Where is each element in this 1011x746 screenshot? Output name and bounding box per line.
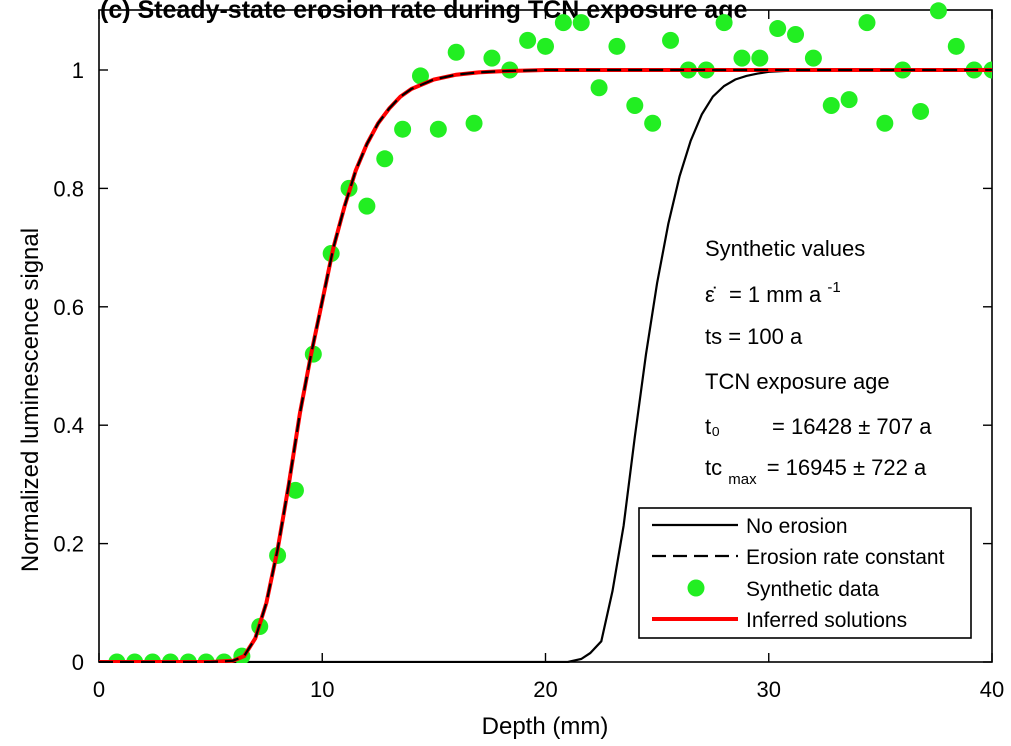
- synthetic-data-point: [286, 481, 304, 499]
- legend-box: [638, 507, 972, 639]
- x-tick-label: 30: [757, 677, 781, 702]
- legend-entry-inferred-solutions: Inferred solutions: [652, 609, 907, 632]
- synthetic-data-point: [394, 120, 412, 138]
- synthetic-data-point: [769, 20, 787, 38]
- synthetic-data-point: [537, 37, 554, 55]
- legend-label: No erosion: [746, 515, 848, 538]
- annotation-block: Synthetic values ε̇ = 1 mm a -1 ts = 100…: [705, 236, 932, 489]
- synthetic-data-point: [358, 197, 376, 215]
- synthetic-data-point: [733, 49, 751, 67]
- synthetic-data-point: [519, 31, 537, 49]
- synthetic-data-point: [947, 37, 965, 55]
- annotation-t0-value: = 16428 ± 707 a: [772, 414, 932, 439]
- y-tick-label: 0.2: [53, 532, 84, 557]
- legend-entry-no-erosion: No erosion: [652, 515, 848, 538]
- synthetic-data-point: [858, 14, 876, 32]
- synthetic-data-point: [787, 25, 805, 43]
- synthetic-data-point: [411, 67, 429, 85]
- legend-marker: [687, 579, 705, 597]
- y-tick-label: 0.6: [53, 295, 84, 320]
- legend-entry-synthetic-data: Synthetic data: [687, 578, 879, 601]
- synthetic-data-point: [608, 37, 626, 55]
- tc-value: = 16945 ± 722 a: [767, 455, 927, 480]
- synthetic-data-point: [912, 102, 930, 120]
- y-tick-label: 0.8: [53, 176, 84, 201]
- synthetic-data-point: [751, 49, 769, 67]
- chart-title: (c) Steady-state erosion rate during TCN…: [100, 0, 747, 24]
- legend-label: Inferred solutions: [746, 609, 907, 632]
- legend-label: Synthetic data: [746, 578, 879, 601]
- series-erosion-constant-line: [99, 68, 992, 663]
- legend: No erosion Erosion rate constant Synthetic…: [638, 507, 972, 639]
- synthetic-data-point: [662, 31, 680, 49]
- synthetic-data-point: [572, 14, 590, 32]
- synthetic-data-point: [590, 79, 608, 97]
- y-axis-label: Normalized luminescence signal: [17, 228, 44, 572]
- annotation-ts: ts = 100 a: [705, 324, 803, 349]
- y-tick-label: 0.4: [53, 413, 84, 438]
- tc-subscript: max: [728, 471, 757, 488]
- annotation-heading: Synthetic values: [705, 236, 865, 261]
- synthetic-data-point: [876, 114, 894, 132]
- synthetic-data-point: [447, 43, 465, 61]
- x-tick-label: 40: [980, 677, 1004, 702]
- synthetic-data-point: [822, 97, 840, 115]
- annotation-erosion: ε̇ = 1 mm a -1: [705, 279, 841, 307]
- erosion-exponent: -1: [827, 279, 840, 296]
- series-layer: [99, 2, 992, 663]
- erosion-value: = 1 mm a: [729, 282, 822, 307]
- synthetic-data-point: [626, 97, 644, 115]
- x-tick-label: 10: [310, 677, 334, 702]
- y-tick-label: 0: [72, 650, 84, 675]
- synthetic-data-point: [804, 49, 822, 67]
- y-axis: 0 0.2 0.4 0.6 0.8 1: [53, 58, 992, 675]
- synthetic-data-point: [429, 120, 447, 138]
- x-axis-label: Depth (mm): [482, 713, 609, 740]
- x-tick-label: 20: [533, 677, 557, 702]
- synthetic-data-point: [840, 91, 858, 109]
- synthetic-data-point: [644, 114, 662, 132]
- synthetic-data-point: [554, 14, 572, 32]
- annotation-tcn-heading: TCN exposure age: [705, 369, 890, 394]
- synthetic-data-point: [465, 114, 483, 132]
- y-tick-label: 1: [72, 58, 84, 83]
- synthetic-data-point: [715, 14, 733, 32]
- x-tick-label: 0: [93, 677, 105, 702]
- synthetic-data-point: [376, 150, 394, 168]
- annotation-tc: tc max = 16945 ± 722 a: [705, 455, 927, 489]
- tc-label: tc: [705, 455, 722, 480]
- synthetic-data-point: [929, 2, 947, 20]
- legend-label: Erosion rate constant: [746, 546, 945, 569]
- x-axis: 0 10 20 30 40: [93, 10, 1004, 702]
- annotation-t0-label: t₀: [705, 414, 720, 439]
- synthetic-data-point: [483, 49, 501, 67]
- legend-entry-erosion-constant: Erosion rate constant: [652, 546, 945, 569]
- erosion-symbol: ε̇: [705, 282, 716, 307]
